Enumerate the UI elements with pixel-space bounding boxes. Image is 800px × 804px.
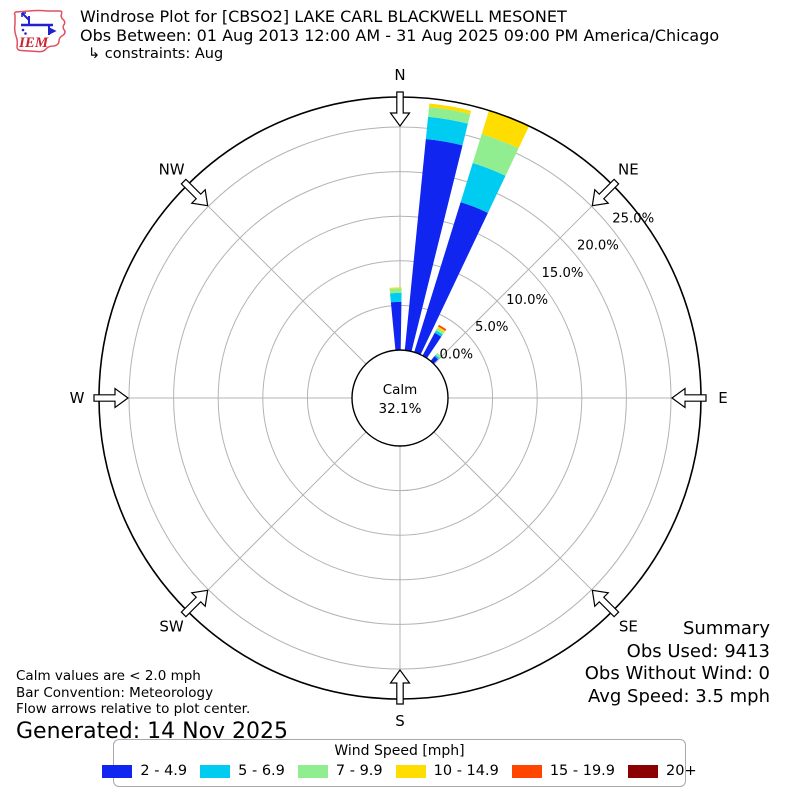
compass-label-n: N bbox=[394, 66, 405, 84]
legend-item: 7 - 9.9 bbox=[297, 763, 383, 779]
flow-arrow-n bbox=[389, 91, 411, 128]
compass-spoke bbox=[186, 184, 367, 365]
wind-bar-segment bbox=[472, 134, 519, 176]
flow-arrow-e bbox=[670, 387, 707, 409]
compass-label-se: SE bbox=[619, 617, 638, 635]
calm-percentage: 32.1% bbox=[379, 401, 422, 417]
legend-items: 2 - 4.9 5 - 6.9 7 - 9.9 10 - 14.9 15 - 1… bbox=[102, 763, 697, 779]
iowa-outline bbox=[13, 9, 66, 53]
wind-bar-segment bbox=[435, 352, 442, 359]
wind-bars bbox=[389, 103, 530, 364]
wind-bar-segment bbox=[425, 116, 468, 146]
plot-title: Windrose Plot for [CBSO2] LAKE CARL BLAC… bbox=[80, 7, 567, 26]
compass-spoke bbox=[433, 431, 614, 612]
wind-bar-segment bbox=[390, 301, 402, 351]
compass-label-sw: SW bbox=[159, 617, 184, 635]
wind-bar-nne-a bbox=[404, 103, 472, 352]
ring-tick-label: 15.0% bbox=[542, 266, 584, 281]
legend-item: 5 - 6.9 bbox=[200, 763, 285, 779]
wind-bar-segment bbox=[435, 328, 445, 335]
legend-label: 2 - 4.9 bbox=[140, 763, 188, 779]
arrows-note: Flow arrows relative to plot center. bbox=[16, 701, 251, 717]
ring-tick-label: 20.0% bbox=[577, 239, 619, 254]
wind-bar-nne-b bbox=[414, 110, 530, 355]
compass-label-nw: NW bbox=[159, 161, 185, 179]
legend-label: 10 - 14.9 bbox=[433, 763, 499, 779]
ring-tick-labels: 0.0%5.0% 10.0% 15.0% 20.0% 25.0% bbox=[440, 212, 655, 363]
wind-bar-segment bbox=[422, 332, 442, 359]
wind-speed-legend: Wind Speed [mph] 2 - 4.9 5 - 6.9 7 - 9.9… bbox=[102, 739, 697, 787]
legend-item: 15 - 19.9 bbox=[511, 763, 616, 779]
summary-block: Summary Obs Used: 9413 Obs Without Wind:… bbox=[585, 618, 770, 708]
ring-tick-label: 10.0% bbox=[506, 293, 548, 308]
legend-swatch bbox=[200, 764, 231, 778]
legend-label: 5 - 6.9 bbox=[238, 763, 285, 779]
flow-arrow-ne bbox=[591, 178, 620, 207]
summary-obs-used: Obs Used: 9413 bbox=[626, 640, 770, 662]
compass-label-s: S bbox=[395, 712, 405, 730]
legend-swatch bbox=[511, 764, 542, 778]
legend-label: 15 - 19.9 bbox=[549, 763, 616, 779]
wind-bar-segment bbox=[434, 330, 443, 337]
flow-arrow-se bbox=[591, 589, 620, 618]
wind-bar-segment bbox=[390, 292, 402, 303]
compass-spoke bbox=[433, 184, 614, 365]
flow-arrow-nw bbox=[180, 178, 209, 207]
ring-tick-label: 0.0% bbox=[440, 347, 474, 362]
iem-logo-text: IEM bbox=[18, 35, 49, 51]
ring-tick-label: 25.0% bbox=[612, 212, 654, 227]
wind-bar-segment bbox=[481, 110, 530, 149]
flow-arrow-sw bbox=[180, 589, 209, 618]
plot-subtitle: Obs Between: 01 Aug 2013 12:00 AM - 31 A… bbox=[80, 26, 720, 45]
summary-obs-without-wind: Obs Without Wind: 0 bbox=[584, 663, 770, 684]
compass-label-ne: NE bbox=[618, 161, 639, 179]
convention-note: Bar Convention: Meteorology bbox=[16, 684, 214, 701]
plot-constraints: ↳ constraints: Aug bbox=[88, 46, 224, 62]
wind-bar-segment bbox=[429, 103, 472, 115]
calm-label: Calm bbox=[383, 382, 418, 398]
wind-bar-segment bbox=[404, 138, 463, 352]
flow-arrows bbox=[93, 91, 707, 705]
flow-arrow-s bbox=[389, 668, 411, 705]
wind-bar-segment bbox=[460, 162, 506, 213]
calm-note: Calm values are < 2.0 mph bbox=[16, 668, 201, 684]
header: Windrose Plot for [CBSO2] LAKE CARL BLAC… bbox=[80, 7, 719, 64]
iem-logo: IEM bbox=[13, 9, 66, 53]
weather-station-icon bbox=[21, 12, 57, 35]
wind-bar-segment bbox=[414, 202, 488, 355]
wind-bar-ne-a bbox=[422, 324, 447, 359]
legend-swatch bbox=[102, 764, 133, 778]
summary-title: Summary bbox=[683, 618, 770, 639]
compass-label-e: E bbox=[718, 389, 727, 407]
summary-avg-speed: Avg Speed: 3.5 mph bbox=[588, 685, 770, 707]
legend-swatch bbox=[628, 764, 659, 778]
wind-bar-segment bbox=[428, 107, 471, 124]
legend-label: 20+ bbox=[666, 763, 697, 779]
wind-bar-segment bbox=[389, 287, 402, 289]
ring-tick-label: 5.0% bbox=[475, 320, 509, 335]
wind-bar-segment bbox=[438, 324, 447, 331]
footnotes: Calm values are < 2.0 mph Bar Convention… bbox=[16, 668, 288, 745]
flow-arrow-w bbox=[93, 387, 130, 409]
legend-swatch bbox=[395, 764, 426, 778]
wind-bar-n bbox=[389, 287, 402, 351]
legend-item: 10 - 14.9 bbox=[395, 763, 499, 779]
wind-bar-segment bbox=[437, 326, 446, 333]
calm-circle bbox=[351, 349, 449, 447]
legend-title: Wind Speed [mph] bbox=[334, 743, 465, 759]
wind-bar-segment bbox=[389, 288, 402, 294]
compass-spoke bbox=[186, 431, 367, 612]
compass-label-w: W bbox=[70, 389, 85, 407]
compass-labels: N NE E SE S SW W NW bbox=[70, 66, 728, 730]
legend-label: 7 - 9.9 bbox=[335, 763, 383, 779]
legend-item: 2 - 4.9 bbox=[102, 763, 187, 779]
legend-swatch bbox=[297, 764, 328, 778]
wind-bar-segment bbox=[434, 354, 440, 360]
legend-item: 20+ bbox=[628, 763, 697, 779]
